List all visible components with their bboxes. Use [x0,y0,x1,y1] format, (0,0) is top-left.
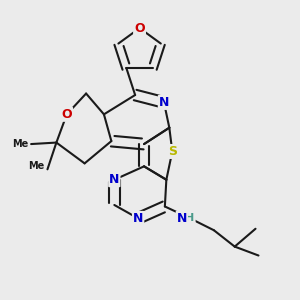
Text: O: O [134,22,145,34]
Text: O: O [61,108,72,121]
Text: O: O [134,22,145,34]
Text: N: N [133,212,143,225]
Text: Me: Me [12,139,28,149]
Text: N: N [109,173,119,186]
Text: N: N [159,96,169,109]
Text: Me: Me [28,161,44,171]
Text: H: H [185,213,195,224]
Text: N: N [177,212,187,225]
Text: S: S [168,145,177,158]
